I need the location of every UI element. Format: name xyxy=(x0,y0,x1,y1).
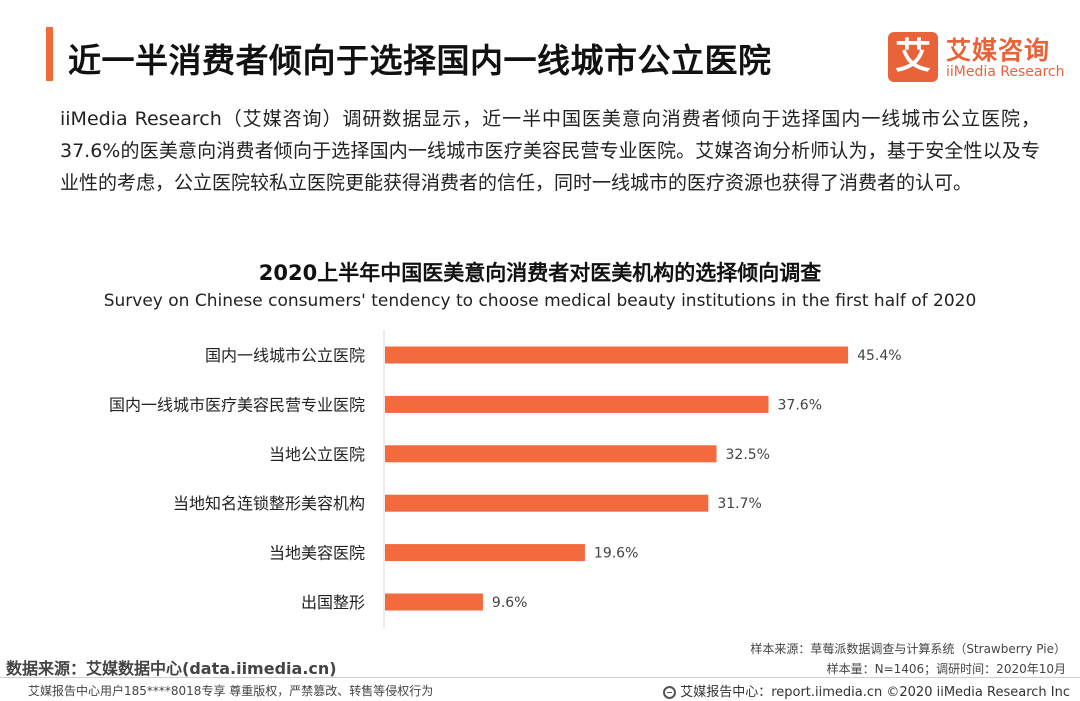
chart-title: 2020上半年中国医美意向消费者对医美机构的选择倾向调查 xyxy=(258,261,822,285)
summary-paragraph: iiMedia Research（艾媒咨询）调研数据显示，近一半中国医美意向消费… xyxy=(60,108,1040,194)
bar xyxy=(385,593,483,611)
bar xyxy=(385,445,717,463)
category-label: 国内一线城市公立医院 xyxy=(205,346,365,365)
category-label: 当地美容医院 xyxy=(269,544,365,563)
page-title: 近一半消费者倾向于选择国内一线城市公立医院 xyxy=(68,41,772,80)
report-center-credit: 艾媒报告中心：report.iimedia.cn ©2020 iiMedia R… xyxy=(663,681,1070,700)
logo-chinese-name: 艾媒咨询 xyxy=(946,36,1051,65)
data-source: 数据来源：艾媒数据中心(data.iimedia.cn) xyxy=(6,659,337,678)
bar xyxy=(385,395,769,413)
category-label: 当地知名连锁整形美容机构 xyxy=(173,494,365,513)
value-label: 19.6% xyxy=(594,546,638,562)
bar xyxy=(385,346,849,364)
value-label: 37.6% xyxy=(778,397,822,413)
title-accent-bar xyxy=(46,27,53,81)
value-label: 31.7% xyxy=(717,496,761,512)
value-label: 9.6% xyxy=(492,595,528,611)
category-label: 国内一线城市医疗美容民营专业医院 xyxy=(109,395,365,414)
bar xyxy=(385,494,709,512)
category-label: 当地公立医院 xyxy=(269,445,365,464)
sample-source: 样本来源：草莓派数据调查与计算系统（Strawberry Pie） xyxy=(750,642,1066,656)
logo-english-name: iiMedia Research xyxy=(946,64,1065,80)
copyright-notice: 艾媒报告中心用户185****8018专享 尊重版权，严禁篡改、转售等侵权行为 xyxy=(28,684,434,698)
chart-subtitle: Survey on Chinese consumers' tendency to… xyxy=(103,291,977,311)
bar-chart: 国内一线城市公立医院 45.4% 国内一线城市医疗美容民营专业医院 37.6% 当地公立… xyxy=(109,330,902,628)
category-label: 出国整形 xyxy=(301,593,365,612)
brand-logo: 艾 艾媒咨询 iiMedia Research xyxy=(888,30,1068,84)
report-center-text: 艾媒报告中心：report.iimedia.cn ©2020 iiMedia R… xyxy=(680,685,1070,700)
value-label: 45.4% xyxy=(857,348,901,364)
globe-icon xyxy=(663,686,677,699)
sample-info: 样本量：N=1406；调研时间：2020年10月 xyxy=(826,662,1066,676)
logo-mark-icon: 艾 xyxy=(888,32,938,82)
bar xyxy=(385,544,585,562)
footer-divider xyxy=(0,677,1080,678)
value-label: 32.5% xyxy=(726,447,770,463)
